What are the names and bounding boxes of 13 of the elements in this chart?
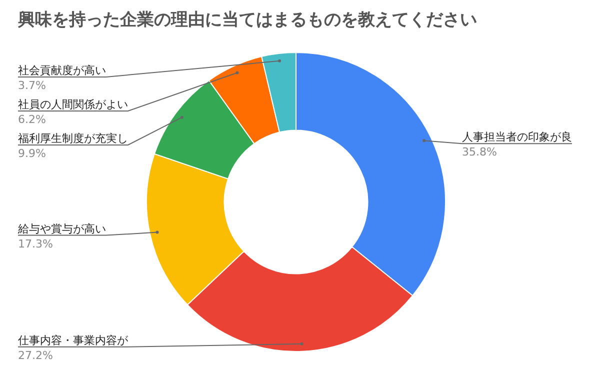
slice-label: 福利厚生制度が充実し bbox=[18, 132, 128, 145]
data-label: 27.2% bbox=[18, 348, 53, 362]
slice-label: 社会貢献度が高い bbox=[18, 64, 106, 77]
slice-label: 人事担当者の印象が良 bbox=[462, 130, 572, 144]
data-label: 17.3% bbox=[18, 237, 53, 250]
slice-label: 仕事内容・事業内容が bbox=[18, 334, 129, 347]
slice-label: 給与や賞与が高い bbox=[17, 222, 106, 236]
data-label: 3.7% bbox=[18, 79, 46, 92]
data-label: 9.9% bbox=[18, 147, 46, 160]
chart-title: 興味を持った企業の理由に当てはまるものを教えてください bbox=[18, 9, 477, 31]
data-label: 6.2% bbox=[18, 113, 46, 126]
slice-label: 社員の人間関係がよい bbox=[18, 98, 128, 111]
data-label: 35.8% bbox=[462, 146, 497, 159]
